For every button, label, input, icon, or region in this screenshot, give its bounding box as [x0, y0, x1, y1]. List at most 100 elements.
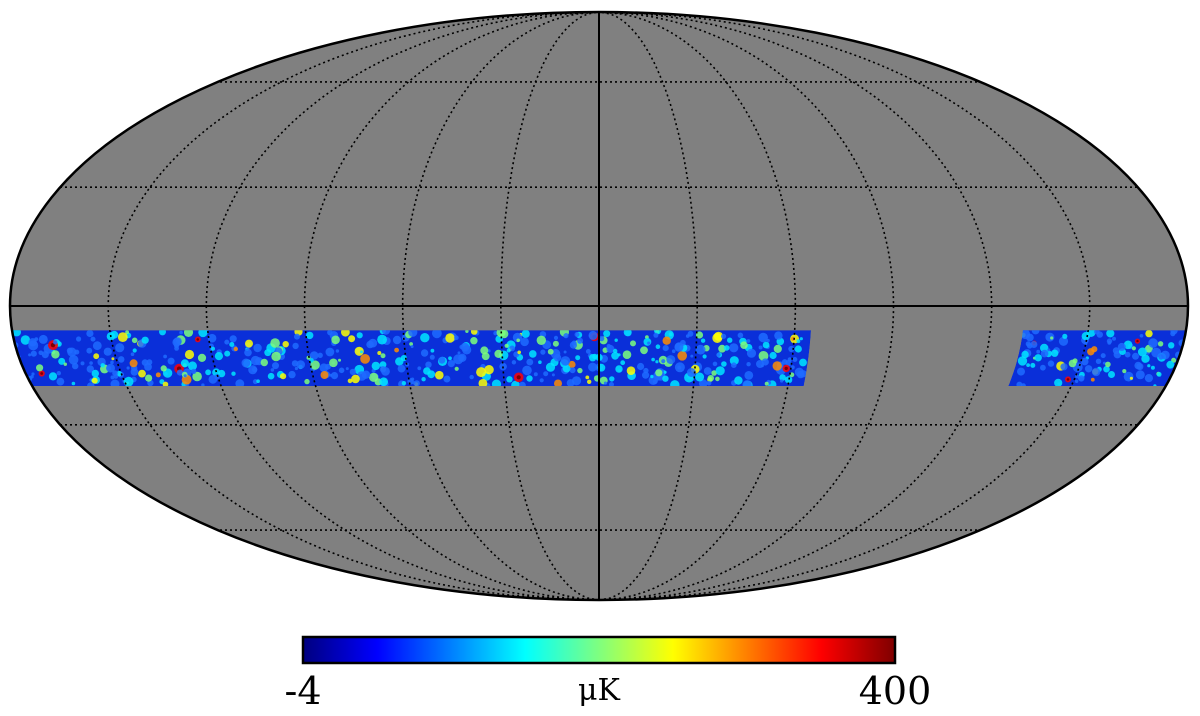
fluctuation-spot	[588, 362, 598, 372]
fluctuation-spot	[306, 331, 314, 340]
fluctuation-spot	[478, 379, 488, 386]
fluctuation-spot	[12, 330, 22, 337]
fluctuation-spot	[718, 344, 726, 353]
fluctuation-spot	[125, 330, 129, 335]
fluctuation-spot	[729, 343, 739, 353]
fluctuation-spot	[67, 347, 77, 357]
colorbar: -4 μK 400	[284, 635, 931, 713]
fluctuation-spot	[319, 363, 329, 373]
fluctuation-spot	[577, 367, 583, 374]
fluctuation-spot	[110, 375, 115, 380]
fluctuation-spot	[1040, 364, 1046, 371]
fluctuation-spot	[788, 345, 795, 353]
fluctuation-spot	[1078, 375, 1085, 382]
fluctuation-spot	[620, 360, 626, 366]
fluctuation-spot	[521, 330, 530, 338]
fluctuation-spot	[1081, 332, 1091, 341]
fluctuation-spot	[1074, 374, 1079, 379]
fluctuation-spot	[183, 330, 194, 337]
fluctuation-spot	[712, 361, 718, 367]
meridian-line	[598, 12, 797, 600]
fluctuation-spot	[253, 343, 262, 353]
fluctuation-spot	[1103, 365, 1110, 373]
fluctuation-spot	[551, 373, 555, 377]
fluctuation-spot	[1058, 336, 1069, 346]
fluctuation-spot	[76, 336, 82, 342]
fluctuation-spot	[764, 381, 769, 386]
fluctuation-spot	[1132, 352, 1139, 360]
fluctuation-spot	[1040, 349, 1049, 358]
fluctuation-spot	[1102, 361, 1106, 365]
fluctuation-spot	[1050, 336, 1054, 340]
fluctuation-spot	[229, 335, 237, 343]
fluctuation-spot	[294, 366, 298, 371]
fluctuation-spot	[110, 360, 114, 365]
fluctuation-spot	[563, 333, 569, 339]
fluctuation-spot	[174, 346, 180, 351]
fluctuation-spot	[1137, 347, 1147, 357]
fluctuation-core	[40, 372, 44, 375]
fluctuation-spot	[229, 342, 235, 347]
fluctuation-spot	[53, 340, 58, 345]
fluctuation-spot	[41, 351, 49, 359]
fluctuation-spot	[614, 338, 618, 342]
fluctuation-spot	[480, 346, 489, 355]
fluctuation-spot	[1080, 357, 1089, 366]
fluctuation-spot	[647, 341, 651, 345]
fluctuation-spot	[1117, 342, 1126, 351]
fluctuation-spot	[1062, 333, 1068, 339]
fluctuation-spot	[345, 367, 349, 371]
fluctuation-spot	[160, 365, 167, 372]
fluctuation-spot	[1124, 351, 1131, 358]
fluctuation-spot	[224, 350, 231, 357]
fluctuation-spot	[661, 359, 666, 364]
fluctuation-spot	[663, 370, 667, 374]
fluctuation-spot	[1090, 377, 1095, 382]
fluctuation-spot	[63, 362, 67, 366]
fluctuation-spot	[106, 363, 115, 373]
fluctuation-spot	[377, 351, 382, 355]
fluctuation-spot	[574, 332, 580, 337]
fluctuation-spot	[205, 369, 212, 376]
fluctuation-spot	[670, 380, 680, 386]
fluctuation-spot	[56, 377, 65, 386]
fluctuation-spot	[787, 357, 792, 362]
fluctuation-spot	[294, 333, 300, 340]
fluctuation-spot	[435, 370, 444, 380]
fluctuation-spot	[201, 383, 205, 386]
fluctuation-spot	[1047, 360, 1055, 367]
fluctuation-spot	[371, 361, 380, 371]
fluctuation-spot	[655, 369, 663, 377]
fluctuation-spot	[288, 370, 296, 379]
fluctuation-spot	[662, 345, 669, 352]
fluctuation-spot	[517, 350, 521, 355]
fluctuation-spot	[380, 353, 386, 359]
fluctuation-spot	[662, 336, 671, 345]
fluctuation-spot	[504, 343, 509, 348]
fluctuation-spot	[280, 373, 287, 380]
meridian-line	[205, 12, 600, 600]
fluctuation-spot	[1170, 331, 1176, 337]
fluctuation-spot	[695, 344, 706, 355]
fluctuation-spot	[392, 335, 402, 345]
fluctuation-spot	[598, 335, 605, 342]
fluctuation-spot	[445, 333, 455, 343]
fluctuation-spot	[309, 351, 319, 360]
fluctuation-spot	[1129, 376, 1133, 380]
fluctuation-spot	[48, 372, 58, 381]
fluctuation-spot	[1148, 338, 1158, 348]
fluctuation-spot	[746, 339, 751, 343]
fluctuation-spot	[233, 346, 238, 352]
fluctuation-spot	[1100, 353, 1106, 359]
fluctuation-spot	[746, 348, 757, 358]
fluctuation-spot	[1034, 354, 1042, 362]
fluctuation-spot	[526, 375, 533, 382]
fluctuation-spot	[425, 361, 432, 368]
fluctuation-spot	[430, 348, 435, 353]
fluctuation-spot	[331, 335, 340, 345]
fluctuation-spot	[790, 365, 795, 370]
fluctuation-spot	[1153, 384, 1157, 386]
fluctuation-spot	[539, 378, 544, 383]
fluctuation-spot	[1168, 342, 1175, 349]
